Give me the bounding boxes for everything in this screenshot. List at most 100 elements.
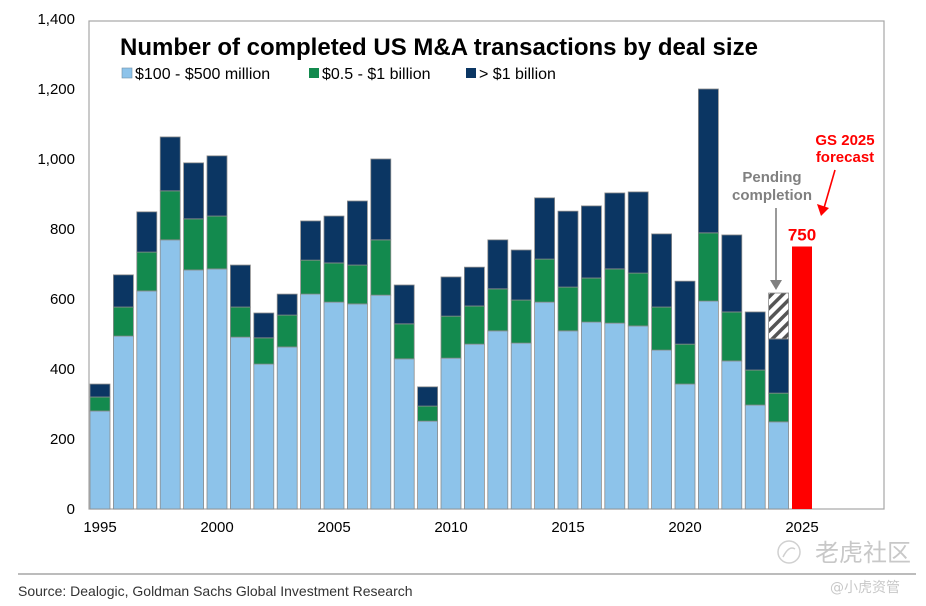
y-tick-label: 1,000 bbox=[37, 151, 75, 168]
forecast-arrow-head bbox=[817, 204, 829, 216]
bar-segment-over-1b bbox=[253, 312, 275, 339]
bar-segment-0.5-1b bbox=[768, 392, 789, 423]
pending-arrow-head bbox=[770, 280, 782, 290]
bar-segment-100-500m bbox=[206, 268, 228, 510]
bar-segment-over-1b bbox=[534, 197, 555, 260]
x-tick-label: 1995 bbox=[83, 519, 116, 536]
bar-segment-0.5-1b bbox=[581, 277, 602, 323]
bars bbox=[89, 88, 812, 510]
x-tick-label: 2015 bbox=[551, 519, 584, 536]
bar-segment-100-500m bbox=[581, 321, 602, 510]
y-tick-label: 800 bbox=[50, 221, 75, 238]
bar-segment-0.5-1b bbox=[206, 215, 228, 270]
bar-segment-100-500m bbox=[557, 330, 579, 510]
bar-segment-100-500m bbox=[768, 421, 789, 510]
bar-segment-over-1b bbox=[393, 284, 415, 325]
bar-segment-0.5-1b bbox=[323, 262, 345, 303]
bar-segment-over-1b bbox=[136, 211, 158, 253]
bar-segment-over-1b bbox=[744, 311, 766, 371]
bar-segment-100-500m bbox=[346, 303, 368, 510]
legend-swatch-mid bbox=[309, 68, 319, 78]
bar-segment-over-1b bbox=[346, 200, 368, 266]
bar-segment-over-1b bbox=[721, 234, 743, 313]
bar-segment-over-1b bbox=[276, 293, 298, 316]
y-tick-label: 600 bbox=[50, 291, 75, 308]
x-tick-label: 2025 bbox=[785, 519, 818, 536]
bar-segment-100-500m bbox=[744, 404, 766, 510]
bar-segment-0.5-1b bbox=[370, 239, 392, 296]
bar-segment-0.5-1b bbox=[534, 258, 555, 303]
bar-segment-100-500m bbox=[393, 358, 415, 510]
watermark-logo-icon bbox=[777, 540, 801, 564]
bar-segment-100-500m bbox=[159, 239, 181, 510]
watermark-logo-stroke bbox=[782, 547, 796, 558]
bar-segment-0.5-1b bbox=[698, 232, 719, 302]
bar-segment-over-1b bbox=[370, 158, 392, 241]
bar-segment-100-500m bbox=[113, 335, 134, 510]
y-tick-label: 400 bbox=[50, 361, 75, 378]
watermark-text: 老虎社区 bbox=[815, 539, 911, 567]
bar-segment-over-1b bbox=[229, 264, 251, 308]
bar-segment-0.5-1b bbox=[604, 268, 626, 324]
x-tick-label: 2010 bbox=[434, 519, 467, 536]
x-axis: 1995 2000 2005 2010 2015 2020 2025 bbox=[83, 519, 818, 536]
x-tick-label: 2000 bbox=[200, 519, 233, 536]
bar-segment-100-500m bbox=[136, 290, 158, 510]
bar-segment-over-1b bbox=[206, 155, 228, 217]
bar-segment-100-500m bbox=[229, 336, 251, 510]
bar-segment-0.5-1b bbox=[229, 306, 251, 338]
bar-segment-0.5-1b bbox=[346, 264, 368, 305]
bar-segment-100-500m bbox=[698, 300, 719, 510]
bar-segment-over-1b bbox=[159, 136, 181, 192]
y-tick-label: 0 bbox=[67, 501, 75, 518]
bar-segment-over-1b bbox=[627, 191, 649, 274]
bar-segment-0.5-1b bbox=[440, 315, 462, 359]
pending-annotation: Pending completion bbox=[732, 169, 812, 290]
bar-segment-0.5-1b bbox=[136, 251, 158, 292]
bar-segment-over-1b bbox=[323, 215, 345, 264]
bar-segment-0.5-1b bbox=[393, 323, 415, 360]
legend: $100 - $500 million $0.5 - $1 billion > … bbox=[121, 66, 556, 83]
forecast-label-line1: GS 2025 bbox=[815, 132, 874, 149]
bar-segment-over-1b bbox=[487, 239, 509, 290]
bar-segment-0.5-1b bbox=[557, 286, 579, 332]
bar-segment-0.5-1b bbox=[674, 343, 696, 385]
bar-segment-over-1b bbox=[698, 88, 719, 234]
bar-segment-over-1b bbox=[417, 386, 439, 407]
chart-title: Number of completed US M&A transactions … bbox=[120, 34, 758, 61]
legend-label-large: > $1 billion bbox=[479, 66, 556, 83]
bar-segment-100-500m bbox=[627, 325, 649, 510]
forecast-annotation: GS 2025 forecast 750 bbox=[788, 132, 875, 245]
bar-segment-100-500m bbox=[276, 346, 298, 510]
bar-segment-100-500m bbox=[604, 322, 626, 510]
bar-segment-100-500m bbox=[323, 301, 345, 510]
bar-segment-0.5-1b bbox=[89, 396, 111, 412]
bar-segment-over-1b bbox=[113, 274, 134, 308]
bar-segment-0.5-1b bbox=[721, 311, 743, 362]
bar-segment-over-1b bbox=[89, 383, 111, 398]
forecast-arrow-line bbox=[823, 169, 836, 209]
bar-segment-0.5-1b bbox=[276, 314, 298, 348]
bar-segment-100-500m bbox=[89, 410, 111, 510]
bar-segment-pending bbox=[768, 292, 789, 340]
watermark-handle: @小虎资管 bbox=[830, 580, 900, 596]
bar-segment-0.5-1b bbox=[253, 337, 275, 365]
bar-segment-100-500m bbox=[253, 363, 275, 510]
y-tick-label: 1,200 bbox=[37, 81, 75, 98]
bar-segment-0.5-1b bbox=[183, 218, 205, 271]
y-tick-label: 1,400 bbox=[37, 11, 75, 28]
legend-label-mid: $0.5 - $1 billion bbox=[322, 66, 431, 83]
pending-label-line2: completion bbox=[732, 187, 812, 204]
bar-segment-over-1b bbox=[768, 338, 789, 394]
bar-segment-over-1b bbox=[440, 276, 462, 317]
bar-segment-over-1b bbox=[300, 220, 322, 261]
bar-segment-100-500m bbox=[463, 343, 485, 510]
pending-label-line1: Pending bbox=[742, 169, 801, 186]
bar-segment-over-1b bbox=[463, 266, 485, 307]
bar-segment-100-500m bbox=[440, 357, 462, 510]
bar-segment-0.5-1b bbox=[113, 306, 134, 337]
bar-segment-100-500m bbox=[183, 269, 205, 510]
bar-segment-0.5-1b bbox=[627, 272, 649, 327]
plot-frame bbox=[88, 20, 885, 510]
bar-segment-0.5-1b bbox=[417, 405, 439, 422]
